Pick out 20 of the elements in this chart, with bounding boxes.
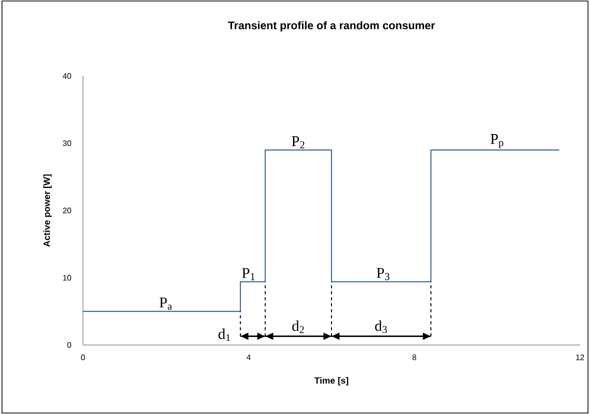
x-tick-label: 0 [81,354,85,360]
annotation: d$_{2}$ [292,320,304,334]
annotation: d$_{1}$ [218,328,230,342]
y-axis-title: Active power [W] [43,174,52,247]
y-tick-label: 30 [62,140,72,146]
annotation: P$_{3}$ [376,268,390,280]
x-tick-label: 4 [246,354,251,360]
y-tick-label: 10 [63,274,72,281]
chart-title: Transient profile of a random consumer [228,21,435,32]
annotation: P$_{2}$ [292,136,304,148]
x-tick-label: 8 [412,354,416,360]
x-tick-label: 12 [576,354,584,360]
annotation: P$_{1}$ [242,268,255,280]
annotation: d$_{3}$ [375,320,387,334]
y-tick-label: 0 [67,342,72,348]
annotation: P$_{a}$ [160,298,172,310]
y-tick-label: 20 [62,208,72,214]
annotation: P$_{p}$ [490,134,504,148]
y-tick-label: 40 [62,73,72,79]
x-axis-title: Time [s] [314,377,348,386]
